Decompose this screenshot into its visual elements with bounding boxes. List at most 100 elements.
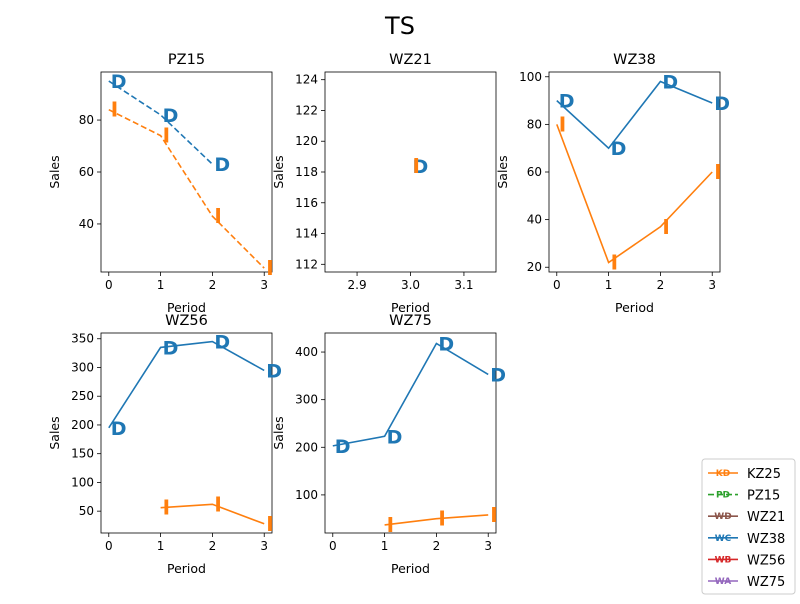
series-line [108, 108, 265, 269]
data-point-marker: D [662, 72, 678, 94]
y-axis-label: Sales [495, 155, 510, 188]
series-line [160, 503, 265, 525]
subplot-wz21: 2.9 3.0 3.1 112 114 116 118 120 122 124 WZ21 Period… [271, 52, 497, 315]
x-axis-label: Period [615, 300, 654, 315]
subplot-title: WZ56 [165, 313, 208, 329]
series-d: D D D D [108, 332, 282, 440]
data-point-marker: D [111, 418, 127, 440]
data-point-marker: I [111, 98, 118, 122]
y-tick-label: 60 [527, 165, 542, 179]
y-tick-label: 50 [79, 504, 94, 518]
legend-icon: WC [715, 534, 732, 544]
x-tick-label: 3.1 [454, 278, 473, 292]
data-point-marker: I [387, 513, 394, 537]
x-tick-label: 3.0 [401, 278, 420, 292]
y-tick-label: 400 [295, 345, 318, 359]
data-point-marker: I [163, 496, 170, 520]
data-point-marker: I [490, 503, 497, 527]
data-point-marker: D [335, 436, 351, 458]
x-tick-label: 0 [105, 539, 113, 553]
data-point-marker: D [214, 154, 230, 176]
series-d: D [413, 156, 429, 178]
series-line [384, 514, 489, 526]
legend-icon: WD [714, 512, 731, 522]
data-point-marker: I [714, 160, 721, 184]
subplot-title: WZ75 [389, 313, 432, 329]
x-tick-label: 2.9 [348, 278, 367, 292]
y-tick-label: 100 [295, 488, 318, 502]
y-axis-label: Sales [47, 416, 62, 449]
legend-label: PZ15 [747, 489, 780, 504]
data-point-marker: D [490, 364, 506, 386]
y-tick-label: 100 [71, 475, 94, 489]
series-line [108, 340, 265, 429]
axes-frame [100, 332, 273, 534]
legend-label: KZ25 [747, 467, 781, 482]
data-point-marker: I [611, 250, 618, 274]
data-point-marker: D [111, 71, 127, 93]
legend-entry-wz38: WC WZ38 [708, 532, 785, 547]
x-tick-label: 0 [329, 539, 337, 553]
legend-entry-kz25: KD KZ25 [708, 467, 781, 482]
legend-label: WZ21 [747, 510, 785, 525]
y-tick-label: 300 [295, 393, 318, 407]
data-point-marker: I [266, 512, 273, 536]
y-tick-label: 124 [295, 73, 318, 87]
data-point-marker: D [266, 360, 282, 382]
legend-entry-wz75: WA WZ75 [708, 575, 785, 590]
series-i: I I I I [556, 112, 722, 274]
x-tick-label: 1 [157, 278, 165, 292]
legend-entry-wz56: WB WZ56 [708, 553, 785, 568]
series-line [332, 342, 489, 447]
x-axis-label: Period [391, 561, 430, 576]
y-axis-label: Sales [271, 155, 286, 188]
figure-title: TS [384, 12, 415, 40]
y-tick-label: 20 [527, 260, 542, 274]
data-point-marker: I [214, 204, 221, 228]
y-tick-label: 200 [295, 440, 318, 454]
data-point-marker: D [214, 332, 230, 354]
y-tick-label: 80 [527, 117, 542, 131]
data-point-marker: I [266, 256, 273, 280]
legend-icon: KD [716, 469, 730, 479]
y-tick-label: 118 [295, 165, 318, 179]
legend-label: WZ38 [747, 532, 785, 547]
y-tick-label: 350 [71, 332, 94, 346]
x-tick-label: 2 [209, 278, 217, 292]
x-axis-label: Period [167, 561, 206, 576]
subplot-title: WZ38 [613, 52, 656, 68]
data-point-marker: I [413, 154, 420, 178]
x-axis-label: Period [167, 300, 206, 315]
data-point-marker: D [714, 93, 730, 115]
subplot-title: PZ15 [168, 52, 205, 68]
y-tick-label: 120 [295, 134, 318, 148]
legend: KD KZ25 PD PZ15 WD WZ21 WC WZ38 WB WZ56 WA WZ75 [701, 458, 796, 595]
y-tick-label: 100 [519, 70, 542, 84]
series-line [108, 80, 213, 165]
data-point-marker: I [438, 507, 445, 531]
x-tick-label: 2 [657, 278, 665, 292]
data-point-marker: I [662, 215, 669, 239]
y-tick-label: 116 [295, 196, 318, 210]
legend-entry-wz21: WD WZ21 [708, 510, 785, 525]
y-tick-label: 250 [71, 389, 94, 403]
series-i: I [413, 154, 420, 178]
axes-frame [324, 332, 497, 534]
data-point-marker: D [387, 426, 403, 448]
legend-icon: WA [715, 577, 732, 587]
y-tick-label: 114 [295, 227, 318, 241]
legend-label: WZ56 [747, 553, 785, 568]
y-tick-label: 300 [71, 360, 94, 374]
legend-icon: PD [716, 491, 730, 501]
subplot-wz75: 0 1 2 3 100 200 300 400 WZ75 Period Sales D D D D I I I [271, 313, 506, 576]
series-d: D D D [108, 71, 230, 176]
y-tick-label: 112 [295, 257, 318, 271]
data-point-marker: D [438, 333, 454, 355]
y-tick-label: 200 [71, 418, 94, 432]
series-d: D D D D [556, 72, 730, 160]
